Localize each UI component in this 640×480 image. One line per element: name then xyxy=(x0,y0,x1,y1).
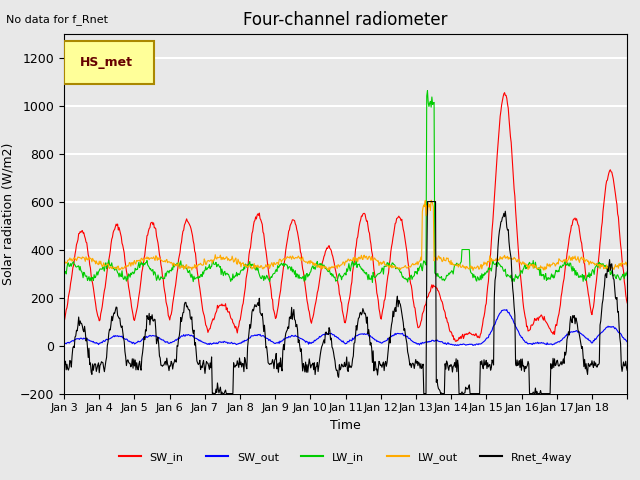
Text: No data for f_Rnet: No data for f_Rnet xyxy=(6,14,108,25)
FancyBboxPatch shape xyxy=(64,41,154,84)
Text: HS_met: HS_met xyxy=(80,56,132,69)
Y-axis label: Solar radiation (W/m2): Solar radiation (W/m2) xyxy=(1,143,14,285)
X-axis label: Time: Time xyxy=(330,419,361,432)
Title: Four-channel radiometer: Four-channel radiometer xyxy=(243,11,448,29)
Legend: SW_in, SW_out, LW_in, LW_out, Rnet_4way: SW_in, SW_out, LW_in, LW_out, Rnet_4way xyxy=(114,447,577,467)
